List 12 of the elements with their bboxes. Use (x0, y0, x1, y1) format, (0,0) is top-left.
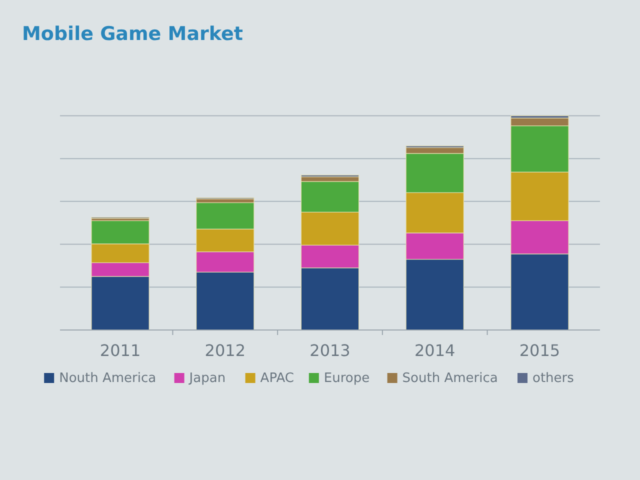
x-tick-label: 2012 (204, 341, 246, 360)
legend-label: Japan (188, 371, 226, 386)
chart-title: Mobile Game Market (22, 23, 243, 45)
x-tick-label: 2014 (414, 341, 456, 360)
legend-label: others (532, 371, 574, 386)
legend-label: APAC (260, 371, 294, 386)
x-tick-label: 2015 (519, 341, 560, 360)
legend-label: South America (402, 371, 498, 386)
legend-label: Nouth America (59, 371, 156, 386)
legend-label: Europe (324, 371, 370, 386)
x-tick-label: 2011 (100, 341, 141, 360)
x-tick-label: 2013 (310, 341, 350, 360)
